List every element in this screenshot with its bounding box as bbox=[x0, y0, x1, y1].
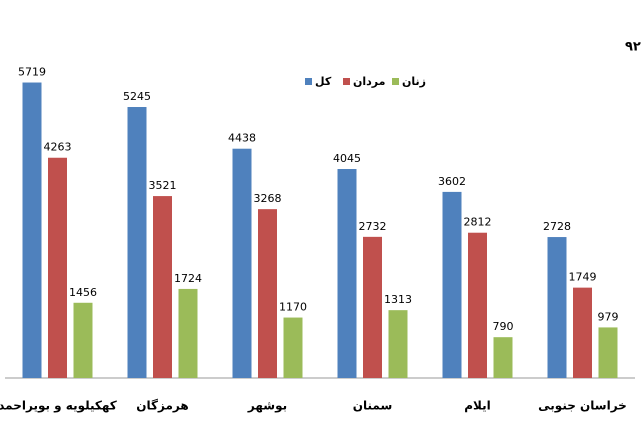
value-label: 2732 bbox=[359, 220, 387, 233]
bar bbox=[442, 191, 462, 378]
value-label: 1749 bbox=[569, 271, 597, 284]
value-label: 790 bbox=[493, 320, 514, 333]
x-tick-label: هرمزگان bbox=[136, 399, 188, 413]
bar bbox=[258, 209, 277, 378]
bar bbox=[48, 157, 67, 378]
value-label: 3268 bbox=[254, 192, 282, 205]
value-label: 5245 bbox=[123, 90, 151, 103]
chart-title: شش استان دارای کمترین مراجعه کننده نزاع … bbox=[625, 40, 641, 55]
value-label: 1170 bbox=[279, 301, 307, 314]
x-tick-label: خراسان جنوبی bbox=[538, 399, 627, 414]
bar bbox=[232, 148, 252, 378]
legend-label: زنان bbox=[402, 75, 426, 88]
x-tick-label: کهکیلویه و بویراحمد bbox=[0, 399, 117, 414]
x-tick-label: سمنان bbox=[353, 399, 393, 413]
x-tick-label: ایلام bbox=[464, 399, 491, 414]
bar bbox=[22, 82, 42, 378]
bar bbox=[468, 232, 487, 378]
bar bbox=[547, 237, 567, 378]
legend-swatch bbox=[343, 78, 350, 85]
bar bbox=[153, 196, 172, 378]
value-label: 4263 bbox=[44, 141, 72, 154]
bar bbox=[573, 287, 592, 378]
value-label: 3602 bbox=[438, 175, 466, 188]
value-label: 4438 bbox=[228, 132, 256, 145]
legend-label: کل bbox=[315, 75, 332, 88]
bar bbox=[178, 288, 198, 378]
value-label: 3521 bbox=[149, 179, 177, 192]
value-label: 1456 bbox=[69, 286, 97, 299]
x-tick-label: بوشهر bbox=[247, 399, 287, 414]
value-label: 2812 bbox=[464, 216, 492, 229]
value-label: 2728 bbox=[543, 220, 571, 233]
bar bbox=[388, 310, 408, 378]
value-label: 1724 bbox=[174, 272, 202, 285]
bar bbox=[337, 169, 357, 378]
bar bbox=[283, 317, 303, 378]
bar bbox=[363, 236, 382, 378]
bar bbox=[127, 107, 147, 378]
value-label: 4045 bbox=[333, 152, 361, 165]
bar bbox=[493, 337, 513, 378]
legend-swatch bbox=[392, 78, 399, 85]
legend-swatch bbox=[305, 78, 312, 85]
legend-label: مردان bbox=[353, 75, 385, 88]
bar bbox=[598, 327, 618, 378]
value-label: 5719 bbox=[18, 66, 46, 79]
value-label: 979 bbox=[598, 310, 619, 323]
value-label: 1313 bbox=[384, 293, 412, 306]
bar bbox=[73, 302, 93, 378]
